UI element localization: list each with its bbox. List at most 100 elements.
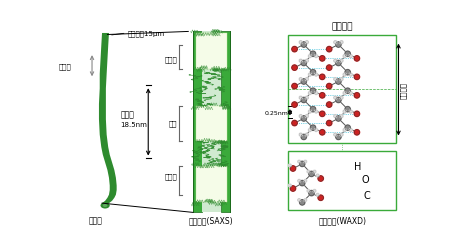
Circle shape — [301, 43, 306, 48]
Circle shape — [301, 98, 306, 103]
Circle shape — [292, 84, 297, 89]
Circle shape — [305, 60, 308, 63]
Circle shape — [354, 130, 360, 136]
Circle shape — [354, 93, 360, 99]
Circle shape — [340, 60, 343, 63]
Circle shape — [345, 126, 351, 131]
Circle shape — [336, 116, 341, 122]
Circle shape — [315, 92, 318, 95]
Circle shape — [310, 126, 316, 131]
Circle shape — [309, 172, 314, 177]
Circle shape — [315, 129, 318, 132]
Text: 18.5nm: 18.5nm — [121, 121, 148, 127]
Text: 微結晶: 微結晶 — [165, 56, 177, 62]
Circle shape — [349, 74, 352, 77]
Circle shape — [292, 102, 297, 108]
Circle shape — [320, 75, 325, 80]
Circle shape — [305, 115, 308, 118]
Circle shape — [288, 184, 291, 187]
Circle shape — [315, 55, 318, 58]
Bar — [202, 32, 220, 212]
Circle shape — [340, 134, 343, 136]
Circle shape — [327, 121, 332, 126]
Circle shape — [336, 80, 341, 85]
Circle shape — [334, 78, 337, 82]
Text: H: H — [354, 162, 361, 172]
Circle shape — [354, 112, 360, 117]
Circle shape — [334, 60, 337, 63]
Bar — [196, 34, 227, 70]
Circle shape — [340, 42, 343, 44]
Circle shape — [345, 107, 351, 112]
Circle shape — [308, 129, 311, 132]
Circle shape — [336, 43, 341, 48]
Circle shape — [299, 97, 302, 100]
Circle shape — [307, 170, 310, 173]
Circle shape — [345, 70, 351, 76]
Circle shape — [320, 56, 325, 62]
Circle shape — [318, 195, 324, 201]
Text: 単繊維: 単繊維 — [89, 216, 103, 225]
Ellipse shape — [103, 204, 108, 207]
Circle shape — [313, 170, 316, 173]
Circle shape — [327, 102, 332, 108]
Circle shape — [320, 93, 325, 99]
Circle shape — [318, 176, 324, 182]
Circle shape — [320, 130, 325, 136]
Bar — [220, 32, 230, 212]
Text: 0.25nm: 0.25nm — [265, 110, 288, 115]
Circle shape — [334, 97, 337, 100]
Circle shape — [340, 97, 343, 100]
Circle shape — [305, 42, 308, 44]
Circle shape — [288, 164, 291, 167]
Bar — [193, 32, 202, 212]
FancyBboxPatch shape — [288, 36, 396, 144]
Circle shape — [299, 134, 302, 136]
Circle shape — [308, 92, 311, 95]
Circle shape — [343, 110, 346, 114]
Circle shape — [310, 70, 316, 76]
Circle shape — [336, 98, 341, 103]
Text: 分子鎖軸: 分子鎖軸 — [400, 81, 407, 98]
Circle shape — [308, 110, 311, 114]
Text: C: C — [364, 190, 371, 200]
Circle shape — [308, 74, 311, 77]
Text: 結晶構造: 結晶構造 — [332, 22, 353, 31]
Circle shape — [354, 56, 360, 62]
Circle shape — [315, 110, 318, 114]
Circle shape — [308, 55, 311, 58]
Circle shape — [334, 134, 337, 136]
Circle shape — [343, 55, 346, 58]
Bar — [196, 107, 227, 141]
Text: 非晶: 非晶 — [169, 120, 177, 127]
Circle shape — [299, 42, 302, 44]
Circle shape — [307, 190, 310, 192]
Circle shape — [343, 74, 346, 77]
Circle shape — [345, 89, 351, 94]
Ellipse shape — [100, 202, 110, 209]
Circle shape — [336, 61, 341, 66]
Circle shape — [290, 166, 296, 172]
Text: 直径：絀15μm: 直径：絀15μm — [127, 30, 165, 36]
Circle shape — [292, 66, 297, 71]
Circle shape — [354, 75, 360, 80]
Circle shape — [292, 47, 297, 52]
Circle shape — [305, 134, 308, 136]
Circle shape — [316, 194, 319, 196]
Circle shape — [290, 186, 296, 192]
Text: ナノ構造(WAXD): ナノ構造(WAXD) — [318, 216, 366, 225]
Circle shape — [340, 115, 343, 118]
Text: メソ構造(SAXS): メソ構造(SAXS) — [189, 216, 234, 225]
Circle shape — [304, 160, 307, 163]
Circle shape — [349, 110, 352, 114]
Circle shape — [315, 74, 318, 77]
Circle shape — [327, 84, 332, 89]
Circle shape — [340, 78, 343, 82]
Polygon shape — [99, 34, 117, 203]
Circle shape — [320, 112, 325, 117]
Bar — [196, 166, 227, 202]
Circle shape — [301, 116, 306, 122]
Circle shape — [298, 160, 301, 163]
Circle shape — [304, 180, 307, 182]
Circle shape — [304, 199, 307, 202]
